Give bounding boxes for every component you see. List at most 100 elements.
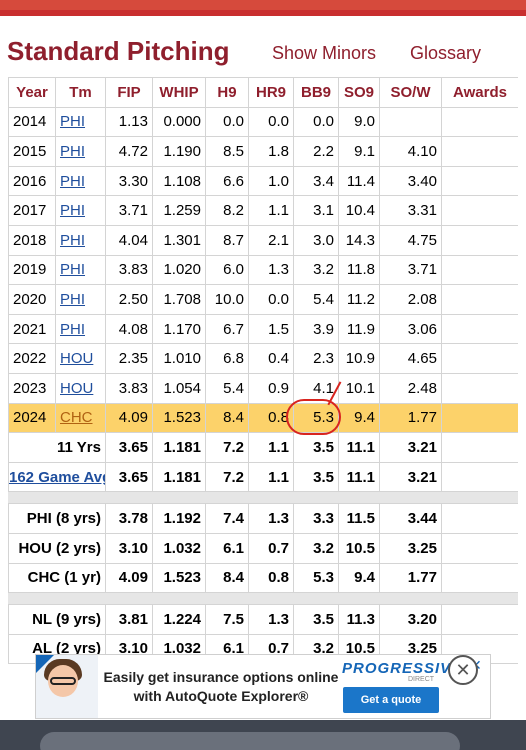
cell-so9: 10.4 [338,195,380,226]
cell-team: PHI [55,224,106,256]
team-link[interactable]: PHI [60,290,86,308]
team-link[interactable]: PHI [60,142,86,160]
cell-hr9: 1.1 [248,195,294,226]
cell-fip: 3.71 [105,195,153,226]
summary-whip: 1.032 [152,532,206,564]
summary-fip: 3.81 [105,604,153,635]
cell-awards [441,313,518,345]
summary-row: NL (9 yrs) 3.81 1.224 7.5 1.3 3.5 11.3 3.20 [8,604,518,635]
summary-sow: 3.44 [379,503,442,534]
table-divider [8,592,518,606]
cell-whip: 1.190 [152,136,206,167]
summary-awards [441,461,518,493]
divider-cell [8,592,518,606]
team-link[interactable]: PHI [60,113,86,131]
summary-label: CHC (1 yr) [8,562,106,594]
summary-row: 162 Game Avg. 3.65 1.181 7.2 1.1 3.5 11.1 3.21 [8,461,518,493]
header-fip[interactable]: FIP [105,77,153,108]
cell-h9: 8.7 [205,224,249,256]
cell-team: CHC [55,402,106,434]
summary-label: NL (9 yrs) [8,604,106,635]
summary-so9: 11.1 [338,432,380,463]
glossary-link[interactable]: Glossary [410,43,482,63]
table-header-row: Year Tm FIP WHIP H9 HR9 BB9 SO9 SO/W Awa… [8,77,518,108]
browser-address-pill[interactable] [40,732,460,750]
cell-year: 2014 [8,106,56,138]
header-so9[interactable]: SO9 [338,77,380,108]
cell-fip: 4.72 [105,136,153,167]
page-title: Standard Pitching [7,36,230,66]
cell-awards [441,372,518,404]
summary-fip: 3.78 [105,503,153,534]
header-whip[interactable]: WHIP [152,77,206,108]
ad-brand-sub: DIRECT [408,676,435,683]
header-awards[interactable]: Awards [441,77,518,108]
header-bb9[interactable]: BB9 [293,77,339,108]
summary-h9: 7.4 [205,503,249,534]
ad-glasses-icon [50,677,76,685]
cell-whip: 0.000 [152,106,206,138]
summary-so9: 11.3 [338,604,380,635]
team-link[interactable]: PHI [60,231,86,249]
table-row: 2015 PHI 4.72 1.190 8.5 1.8 2.2 9.1 4.10 [8,136,518,167]
get-a-quote-button[interactable]: Get a quote [343,687,439,713]
summary-sow: 3.20 [379,604,442,635]
cell-h9: 8.4 [205,402,249,434]
header-sow[interactable]: SO/W [379,77,442,108]
cell-sow: 4.65 [379,343,442,374]
top-strip [0,0,526,16]
cell-h9: 5.4 [205,372,249,404]
summary-label[interactable]: 162 Game Avg. [8,461,106,493]
team-link[interactable]: PHI [60,172,86,190]
cell-whip: 1.523 [152,402,206,434]
team-link[interactable]: HOU [60,350,94,368]
summary-fip: 3.65 [105,461,153,493]
cell-hr9: 0.0 [248,284,294,315]
cell-hr9: 1.5 [248,313,294,345]
summary-whip: 1.181 [152,461,206,493]
summary-fip: 3.65 [105,432,153,463]
header-h9[interactable]: H9 [205,77,249,108]
dismiss-ad-icon[interactable]: ✕ [448,655,478,685]
summary-h9: 7.2 [205,432,249,463]
summary-bb9: 3.3 [293,503,339,534]
cell-year: 2017 [8,195,56,226]
team-link[interactable]: PHI [60,261,86,279]
team-link[interactable]: HOU [60,379,94,397]
team-link[interactable]: PHI [60,202,86,220]
summary-row: CHC (1 yr) 4.09 1.523 8.4 0.8 5.3 9.4 1.77 [8,562,518,594]
header-hr9[interactable]: HR9 [248,77,294,108]
show-minors-link[interactable]: Show Minors [272,43,377,63]
cell-so9: 11.4 [338,165,380,197]
cell-team: PHI [55,254,106,286]
cell-bb9: 3.2 [293,254,339,286]
summary-hr9: 0.8 [248,562,294,594]
cell-team: HOU [55,343,106,374]
summary-whip: 1.192 [152,503,206,534]
top-strip-accent [0,0,526,10]
insurance-ad-banner[interactable]: Easily get insurance options online with… [35,654,491,719]
summary-so9: 9.4 [338,562,380,594]
summary-awards [441,604,518,635]
cell-hr9: 1.3 [248,254,294,286]
cell-sow: 1.77 [379,402,442,434]
cell-awards [441,402,518,434]
summary-bb9: 3.5 [293,432,339,463]
cell-team: PHI [55,136,106,167]
summary-h9: 7.2 [205,461,249,493]
header-year[interactable]: Year [8,77,56,108]
team-link[interactable]: PHI [60,320,86,338]
cell-year: 2018 [8,224,56,256]
cell-fip: 1.13 [105,106,153,138]
team-link[interactable]: CHC [60,409,93,427]
cell-fip: 3.83 [105,254,153,286]
cell-sow [379,106,442,138]
cell-whip: 1.708 [152,284,206,315]
cell-bb9: 2.3 [293,343,339,374]
summary-sow: 3.25 [379,532,442,564]
header-tm[interactable]: Tm [55,77,106,108]
summary-sow: 1.77 [379,562,442,594]
season-rows: 2014 PHI 1.13 0.000 0.0 0.0 0.0 9.0 2015 PHI 4.72 1… [8,106,518,434]
summary-awards [441,432,518,463]
annotation-circle [286,399,341,435]
